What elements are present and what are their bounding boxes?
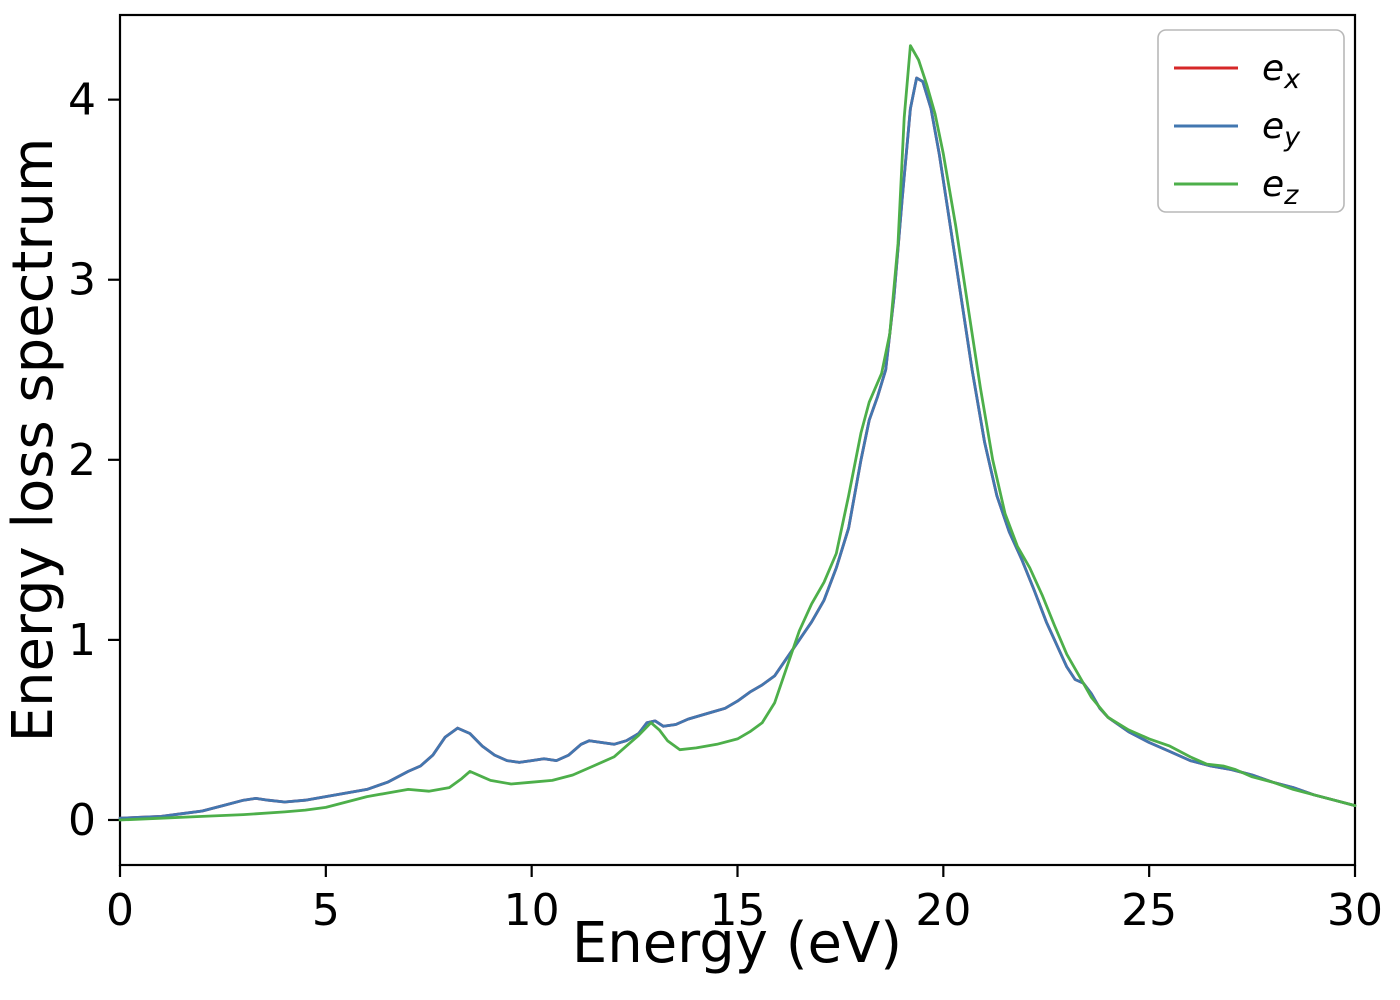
y-tick-label: 2	[68, 435, 96, 486]
x-tick-label: 30	[1327, 885, 1383, 936]
x-tick-label: 0	[106, 885, 134, 936]
series-line-z	[118, 44, 1357, 822]
y-axis-ticks: 0 1 2 3 4	[68, 75, 120, 846]
y-tick-label: 4	[68, 75, 96, 126]
legend-label-y: ey	[1262, 106, 1301, 153]
legend: ex ey ez	[1157, 29, 1345, 213]
x-tick-label: 10	[504, 885, 560, 936]
x-axis-ticks: 0 5 10 15 20 25 30	[106, 865, 1383, 936]
series-lines	[118, 44, 1357, 822]
legend-box	[1157, 29, 1345, 213]
legend-label-x: ex	[1262, 48, 1301, 95]
x-axis-label: Energy (eV)	[572, 911, 902, 976]
x-tick-label: 25	[1121, 885, 1177, 936]
x-tick-label: 20	[915, 885, 971, 936]
legend-label-z: ez	[1262, 164, 1299, 211]
x-tick-label: 5	[312, 885, 340, 936]
x-tick-label: 15	[710, 885, 766, 936]
y-tick-label: 3	[68, 255, 96, 306]
y-axis-label: Energy loss spectrum	[1, 138, 66, 743]
y-tick-label: 0	[68, 795, 96, 846]
y-tick-label: 1	[68, 615, 96, 666]
